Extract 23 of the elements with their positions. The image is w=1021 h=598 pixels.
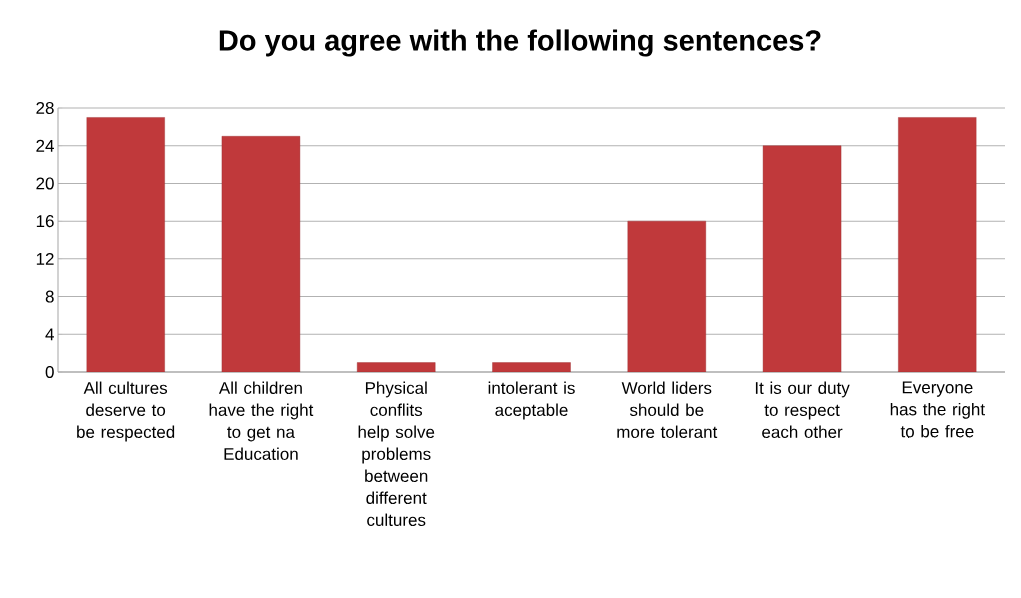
- y-tick-label: 4: [45, 328, 54, 341]
- y-tick-label: 28: [36, 101, 54, 115]
- bar: [898, 117, 977, 372]
- x-tick-label: World liders should be more tolerant: [617, 381, 718, 439]
- bar: [492, 362, 571, 372]
- bar: [762, 145, 842, 372]
- bar: [357, 362, 436, 372]
- y-tick-label: 16: [36, 215, 54, 228]
- bar: [86, 117, 165, 372]
- y-tick-label: 0: [45, 365, 54, 379]
- y-tick-label: 24: [36, 139, 54, 152]
- x-tick-label: Physical conflits help solve problems between different cultures: [358, 381, 435, 527]
- x-tick-label: It is our duty to respect each other: [755, 381, 850, 439]
- bar: [627, 220, 706, 372]
- bar: [221, 136, 301, 372]
- y-tick-label: 20: [36, 177, 54, 190]
- y-tick-label: 8: [45, 290, 54, 303]
- chart-title: Do you agree with the following sentences?: [219, 29, 821, 57]
- x-tick-label: All cultures deserve to be respected: [77, 381, 175, 442]
- x-tick-label: intolerant is aceptable: [488, 381, 575, 420]
- x-tick-label: All children have the right to get na Education: [209, 381, 314, 461]
- y-tick-label: 12: [36, 252, 54, 265]
- x-tick-label: Everyone has the right to be free: [890, 381, 985, 438]
